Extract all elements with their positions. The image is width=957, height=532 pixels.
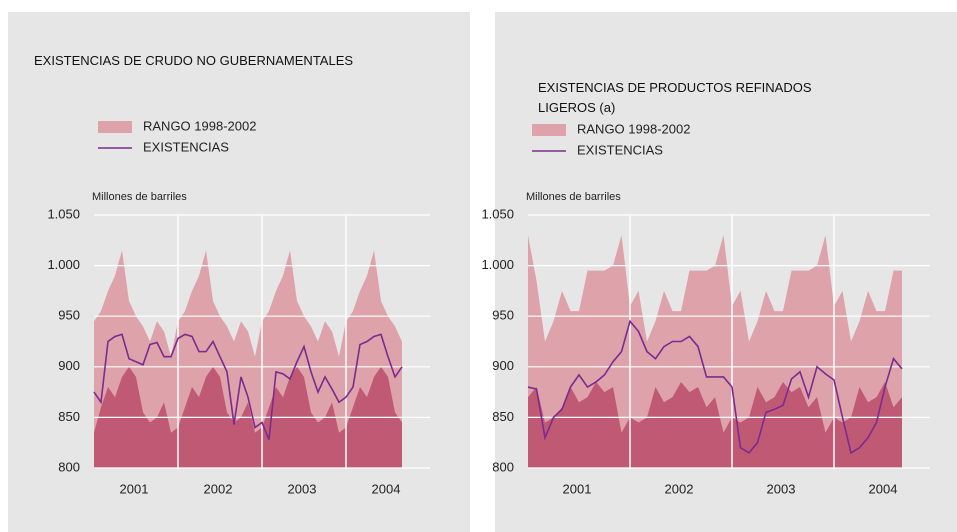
range-area (94, 250, 402, 468)
legend-label: RANGO 1998-2002 (577, 121, 690, 136)
y-tick-label: 800 (58, 459, 80, 474)
y-tick-label: 950 (58, 308, 80, 323)
x-tick-label: 2002 (665, 481, 694, 496)
y-tick-label: 1.000 (47, 257, 80, 272)
y-tick-label: 1.000 (481, 257, 514, 272)
y-tick-label: 900 (58, 358, 80, 373)
x-tick-label: 2001 (563, 481, 592, 496)
x-tick-label: 2002 (204, 481, 233, 496)
x-tick-label: 2003 (288, 481, 317, 496)
x-tick-label: 2003 (767, 481, 796, 496)
y-tick-label: 850 (492, 409, 514, 424)
chart-title: EXISTENCIAS DE PRODUCTOS REFINADOS LIGER… (538, 80, 812, 115)
y-tick-label: 1.050 (47, 206, 80, 221)
legend-label: RANGO 1998-2002 (143, 118, 256, 133)
y-tick-label: 1.050 (481, 206, 514, 221)
x-tick-label: 2004 (869, 481, 898, 496)
y-tick-label: 900 (492, 358, 514, 373)
range-area (528, 381, 902, 468)
legend-label: EXISTENCIAS (143, 139, 229, 154)
chart-title: EXISTENCIAS DE CRUDO NO GUBERNAMENTALES (34, 53, 354, 68)
y-tick-label: 800 (492, 459, 514, 474)
line (93, 333, 403, 440)
x-tick-label: 2004 (372, 481, 401, 496)
x-tick-label: 2001 (120, 481, 149, 496)
y-tick-label: 950 (492, 308, 514, 323)
y-tick-label: 850 (58, 409, 80, 424)
legend-swatch (98, 121, 132, 133)
y-axis-label: Millones de barriles (526, 191, 621, 203)
legend-swatch (532, 124, 566, 136)
y-axis-label: Millones de barriles (92, 191, 187, 203)
line (527, 319, 903, 455)
legend-label: EXISTENCIAS (577, 142, 663, 157)
